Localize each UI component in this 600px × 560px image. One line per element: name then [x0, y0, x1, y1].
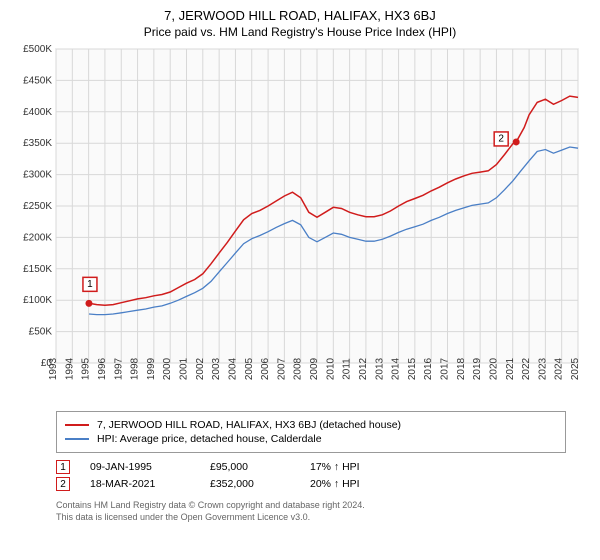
legend-swatch — [65, 438, 89, 440]
svg-text:2024: 2024 — [554, 357, 565, 380]
svg-text:£400K: £400K — [23, 107, 52, 118]
legend-label: 7, JERWOOD HILL ROAD, HALIFAX, HX3 6BJ (… — [97, 419, 401, 431]
line-chart: £0£50K£100K£150K£200K£250K£300K£350K£400… — [12, 45, 588, 405]
event-marker: 1 — [56, 460, 70, 474]
chart-subtitle: Price paid vs. HM Land Registry's House … — [12, 25, 588, 39]
event-hpi: 20% ↑ HPI — [310, 478, 410, 490]
svg-text:2008: 2008 — [293, 357, 304, 380]
svg-text:2004: 2004 — [227, 357, 238, 380]
svg-text:1998: 1998 — [130, 357, 141, 380]
svg-text:£450K: £450K — [23, 75, 52, 86]
legend-swatch — [65, 424, 89, 426]
svg-text:2022: 2022 — [521, 357, 532, 380]
svg-text:2007: 2007 — [276, 357, 287, 380]
svg-text:1995: 1995 — [81, 357, 92, 380]
svg-text:2: 2 — [498, 133, 504, 144]
legend-label: HPI: Average price, detached house, Cald… — [97, 433, 322, 445]
svg-text:2015: 2015 — [407, 357, 418, 380]
svg-text:2002: 2002 — [195, 357, 206, 380]
chart-container: 7, JERWOOD HILL ROAD, HALIFAX, HX3 6BJ P… — [0, 0, 600, 560]
events-table: 1 09-JAN-1995 £95,000 17% ↑ HPI 2 18-MAR-2021… — [56, 457, 566, 494]
legend: 7, JERWOOD HILL ROAD, HALIFAX, HX3 6BJ (… — [56, 411, 566, 453]
svg-text:1: 1 — [87, 279, 93, 290]
event-row: 1 09-JAN-1995 £95,000 17% ↑ HPI — [56, 460, 566, 474]
svg-text:£50K: £50K — [29, 327, 53, 338]
svg-text:2020: 2020 — [488, 357, 499, 380]
svg-text:1993: 1993 — [48, 357, 59, 380]
svg-text:2011: 2011 — [342, 358, 353, 380]
svg-text:2018: 2018 — [456, 357, 467, 380]
svg-text:1999: 1999 — [146, 357, 157, 380]
svg-text:2000: 2000 — [162, 357, 173, 380]
event-price: £352,000 — [210, 478, 290, 490]
svg-text:£150K: £150K — [23, 264, 52, 275]
event-date: 09-JAN-1995 — [90, 461, 190, 473]
svg-text:2010: 2010 — [325, 357, 336, 380]
chart-area: £0£50K£100K£150K£200K£250K£300K£350K£400… — [12, 45, 588, 405]
svg-text:2001: 2001 — [179, 357, 190, 380]
svg-text:2005: 2005 — [244, 357, 255, 380]
svg-text:£200K: £200K — [23, 232, 52, 243]
svg-text:2019: 2019 — [472, 357, 483, 380]
svg-text:£500K: £500K — [23, 45, 52, 55]
footer-text: Contains HM Land Registry data © Crown c… — [56, 500, 588, 523]
svg-text:1994: 1994 — [64, 357, 75, 380]
svg-text:2006: 2006 — [260, 357, 271, 380]
event-hpi: 17% ↑ HPI — [310, 461, 410, 473]
svg-text:£250K: £250K — [23, 201, 52, 212]
event-date: 18-MAR-2021 — [90, 478, 190, 490]
event-row: 2 18-MAR-2021 £352,000 20% ↑ HPI — [56, 477, 566, 491]
svg-text:2012: 2012 — [358, 357, 369, 380]
footer-line1: Contains HM Land Registry data © Crown c… — [56, 500, 588, 512]
svg-text:2016: 2016 — [423, 357, 434, 380]
event-price: £95,000 — [210, 461, 290, 473]
svg-text:2023: 2023 — [537, 357, 548, 380]
footer-line2: This data is licensed under the Open Gov… — [56, 512, 588, 524]
svg-text:£300K: £300K — [23, 170, 52, 181]
svg-text:2021: 2021 — [505, 357, 516, 380]
svg-text:2003: 2003 — [211, 357, 222, 380]
svg-text:£100K: £100K — [23, 295, 52, 306]
chart-title: 7, JERWOOD HILL ROAD, HALIFAX, HX3 6BJ — [12, 8, 588, 23]
svg-text:2014: 2014 — [391, 357, 402, 380]
svg-text:2025: 2025 — [570, 357, 581, 380]
legend-row: HPI: Average price, detached house, Cald… — [65, 433, 557, 445]
event-marker: 2 — [56, 477, 70, 491]
svg-text:1996: 1996 — [97, 357, 108, 380]
svg-text:2017: 2017 — [440, 357, 451, 380]
svg-text:£350K: £350K — [23, 138, 52, 149]
svg-text:2009: 2009 — [309, 357, 320, 380]
svg-text:2013: 2013 — [374, 357, 385, 380]
svg-text:1997: 1997 — [113, 357, 124, 380]
legend-row: 7, JERWOOD HILL ROAD, HALIFAX, HX3 6BJ (… — [65, 419, 557, 431]
